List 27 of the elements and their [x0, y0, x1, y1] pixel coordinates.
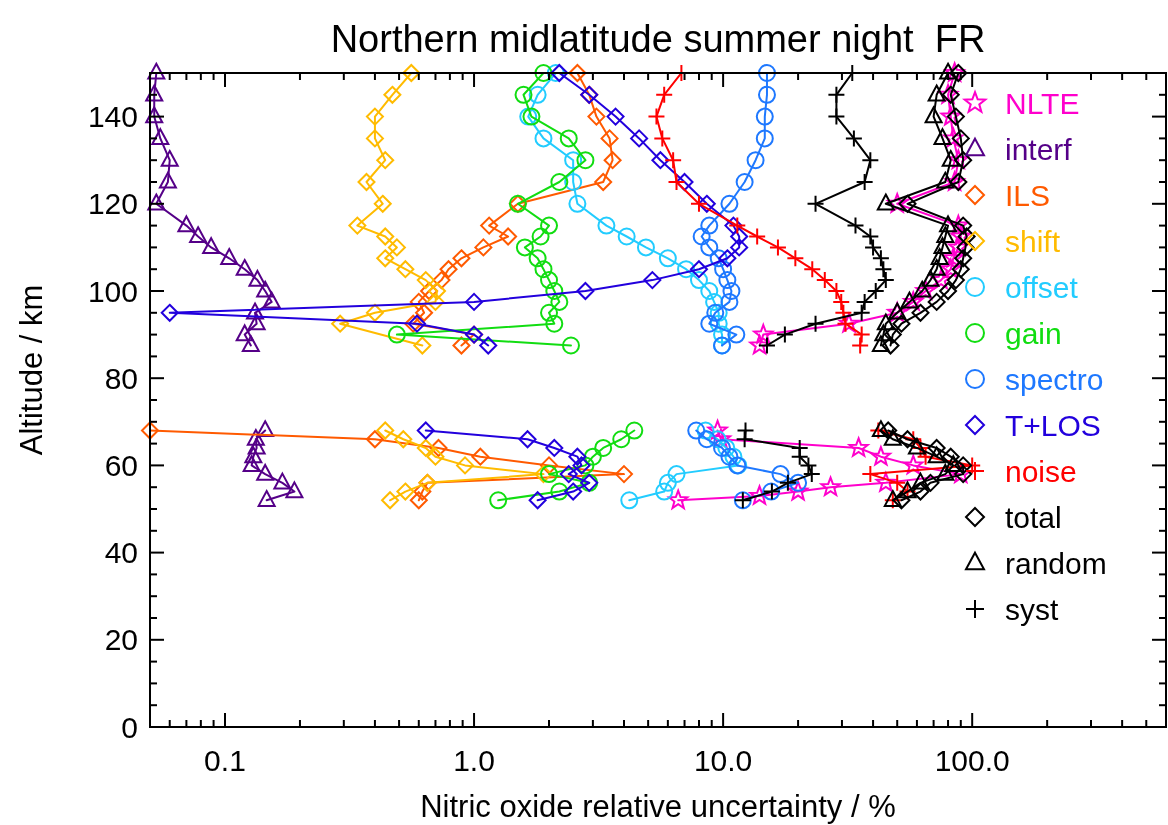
x-tick-label: 100.0 — [934, 744, 1010, 777]
y-axis-title: Altitude / km — [14, 284, 49, 456]
legend-label: interf — [1005, 132, 1073, 166]
x-tick-label: 10.0 — [693, 744, 753, 777]
y-tick-label: 100 — [87, 274, 138, 308]
y-tick-label: 0 — [121, 710, 138, 744]
legend-label: T+LOS — [1005, 408, 1101, 442]
legend-label: gain — [1005, 316, 1062, 350]
legend-label: syst — [1005, 592, 1059, 626]
x-tick-label: 0.1 — [204, 744, 246, 777]
x-tick-label: 1.0 — [453, 744, 495, 777]
legend-label: shift — [1005, 224, 1061, 258]
legend-label: total — [1005, 500, 1062, 534]
x-axis-title: Nitric oxide relative uncertainty / % — [420, 789, 896, 824]
legend-label: random — [1005, 546, 1107, 580]
y-tick-label: 40 — [104, 536, 138, 570]
y-tick-label: 20 — [104, 623, 138, 657]
y-tick-label: 140 — [87, 100, 138, 134]
y-tick-label: 80 — [104, 361, 138, 395]
chart-title: Northern midlatitude summer night FR — [330, 18, 986, 60]
legend-label: offset — [1005, 270, 1079, 304]
legend-label: ILS — [1005, 178, 1051, 212]
legend-label: noise — [1005, 454, 1077, 488]
legend-label: spectro — [1005, 362, 1104, 396]
legend-label: NLTE — [1005, 86, 1080, 120]
y-tick-label: 120 — [87, 187, 138, 221]
y-tick-label: 60 — [104, 448, 138, 482]
